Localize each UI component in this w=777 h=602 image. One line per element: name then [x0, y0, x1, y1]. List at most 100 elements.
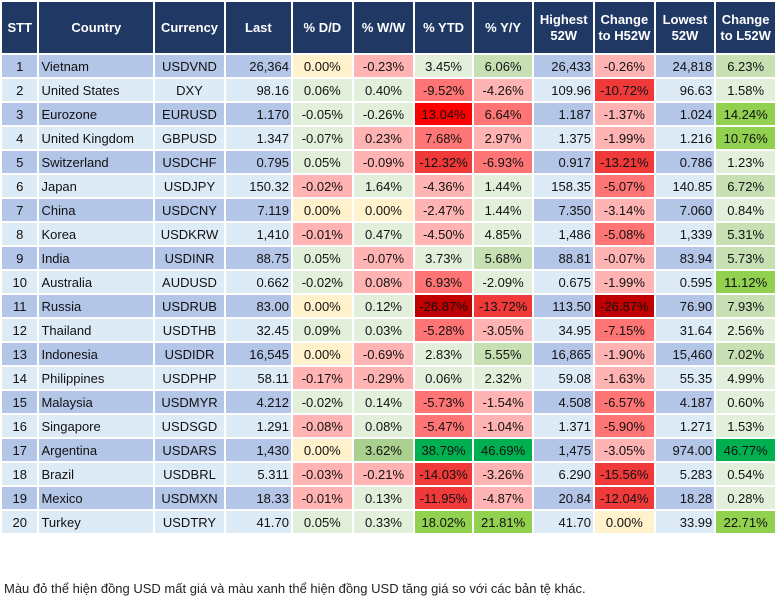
- cell-currency: USDKRW: [153, 221, 226, 247]
- header-currency: Currency: [153, 0, 226, 55]
- cell-l52: 18.28: [653, 485, 717, 511]
- cell-l52: 1,339: [653, 221, 717, 247]
- cell-dd: 0.00%: [291, 53, 354, 79]
- cell-country: Japan: [37, 173, 156, 199]
- cell-currency: USDBRL: [153, 461, 226, 487]
- cell-last: 1,430: [223, 437, 294, 463]
- cell-h52: 7.350: [532, 197, 596, 223]
- cell-h52: 0.675: [532, 269, 596, 295]
- fx-table: STT Country Currency Last% D/D% W/W% YTD% Y…: [0, 0, 777, 535]
- cell-yy: -1.04%: [471, 413, 535, 439]
- cell-h52: 1,475: [532, 437, 596, 463]
- cell-chl: 10.76%: [714, 125, 777, 151]
- cell-country: Eurozone: [37, 101, 156, 127]
- cell-yy: 4.85%: [471, 221, 535, 247]
- table-row: 2 United States DXY 98.16 0.06% 0.40% -9.52% -4…: [0, 77, 777, 103]
- cell-l52: 7.060: [653, 197, 717, 223]
- cell-ytd: 13.04%: [413, 101, 474, 127]
- cell-ytd: -4.50%: [413, 221, 474, 247]
- cell-currency: USDARS: [153, 437, 226, 463]
- cell-h52: 6.290: [532, 461, 596, 487]
- cell-ww: 0.47%: [351, 221, 416, 247]
- cell-stt: 18: [0, 461, 40, 487]
- cell-ww: -0.09%: [351, 149, 416, 175]
- header-stt: STT: [0, 0, 40, 55]
- cell-country: China: [37, 197, 156, 223]
- cell-ww: 0.08%: [351, 413, 416, 439]
- cell-ytd: 18.02%: [413, 509, 474, 535]
- cell-ww: 0.00%: [351, 197, 416, 223]
- cell-ytd: -5.28%: [413, 317, 474, 343]
- cell-chh: -1.37%: [593, 101, 656, 127]
- header-h52: Highest 52W: [532, 0, 596, 55]
- cell-chh: -7.15%: [593, 317, 656, 343]
- cell-currency: USDRUB: [153, 293, 226, 319]
- cell-currency: USDCHF: [153, 149, 226, 175]
- cell-l52: 15,460: [653, 341, 717, 367]
- cell-yy: -2.09%: [471, 269, 535, 295]
- table-row: 3 Eurozone EURUSD 1.170 -0.05% -0.26% 13.04% 6.…: [0, 101, 777, 127]
- cell-country: Thailand: [37, 317, 156, 343]
- cell-ww: -0.07%: [351, 245, 416, 271]
- cell-h52: 1.371: [532, 413, 596, 439]
- table-row: 19 Mexico USDMXN 18.33 -0.01% 0.13% -11.95% -4.…: [0, 485, 777, 511]
- cell-l52: 83.94: [653, 245, 717, 271]
- cell-yy: 2.97%: [471, 125, 535, 151]
- cell-h52: 1.187: [532, 101, 596, 127]
- cell-ww: 0.12%: [351, 293, 416, 319]
- cell-stt: 9: [0, 245, 40, 271]
- cell-stt: 7: [0, 197, 40, 223]
- cell-last: 1.347: [223, 125, 294, 151]
- cell-chl: 6.72%: [714, 173, 777, 199]
- cell-l52: 55.35: [653, 365, 717, 391]
- cell-chh: -5.08%: [593, 221, 656, 247]
- cell-l52: 1.216: [653, 125, 717, 151]
- cell-ytd: 7.68%: [413, 125, 474, 151]
- cell-currency: DXY: [153, 77, 226, 103]
- cell-chh: -13.21%: [593, 149, 656, 175]
- cell-currency: EURUSD: [153, 101, 226, 127]
- cell-chl: 2.56%: [714, 317, 777, 343]
- cell-chl: 0.84%: [714, 197, 777, 223]
- cell-chl: 1.58%: [714, 77, 777, 103]
- cell-chl: 5.73%: [714, 245, 777, 271]
- cell-ytd: 0.06%: [413, 365, 474, 391]
- cell-chh: -15.56%: [593, 461, 656, 487]
- cell-yy: -4.87%: [471, 485, 535, 511]
- table-body: 1 Vietnam USDVND 26,364 0.00% -0.23% 3.45% 6.06…: [0, 53, 777, 535]
- cell-h52: 88.81: [532, 245, 596, 271]
- cell-l52: 1.271: [653, 413, 717, 439]
- cell-currency: USDTRY: [153, 509, 226, 535]
- cell-yy: 1.44%: [471, 173, 535, 199]
- cell-stt: 3: [0, 101, 40, 127]
- header-yy: % Y/Y: [471, 0, 535, 55]
- cell-ytd: -9.52%: [413, 77, 474, 103]
- table-row: 7 China USDCNY 7.119 0.00% 0.00% -2.47% 1.44% 7.…: [0, 197, 777, 223]
- cell-h52: 16,865: [532, 341, 596, 367]
- table-row: 8 Korea USDKRW 1,410 -0.01% 0.47% -4.50% 4.85% 1…: [0, 221, 777, 247]
- cell-chl: 11.12%: [714, 269, 777, 295]
- cell-currency: GBPUSD: [153, 125, 226, 151]
- cell-l52: 33.99: [653, 509, 717, 535]
- cell-chh: -3.05%: [593, 437, 656, 463]
- cell-chh: -3.14%: [593, 197, 656, 223]
- cell-currency: USDVND: [153, 53, 226, 79]
- cell-h52: 20.84: [532, 485, 596, 511]
- cell-chh: -26.87%: [593, 293, 656, 319]
- cell-chl: 6.23%: [714, 53, 777, 79]
- cell-dd: 0.05%: [291, 245, 354, 271]
- cell-chl: 1.23%: [714, 149, 777, 175]
- cell-currency: USDIDR: [153, 341, 226, 367]
- cell-stt: 8: [0, 221, 40, 247]
- cell-yy: -4.26%: [471, 77, 535, 103]
- table-row: 1 Vietnam USDVND 26,364 0.00% -0.23% 3.45% 6.06…: [0, 53, 777, 79]
- cell-currency: USDSGD: [153, 413, 226, 439]
- cell-ytd: -26.87%: [413, 293, 474, 319]
- cell-yy: -1.54%: [471, 389, 535, 415]
- cell-chh: -1.63%: [593, 365, 656, 391]
- cell-ww: 0.08%: [351, 269, 416, 295]
- cell-country: Malaysia: [37, 389, 156, 415]
- footnote: Màu đỏ thể hiện đồng USD mất giá và màu …: [4, 581, 586, 596]
- cell-last: 16,545: [223, 341, 294, 367]
- cell-l52: 974.00: [653, 437, 717, 463]
